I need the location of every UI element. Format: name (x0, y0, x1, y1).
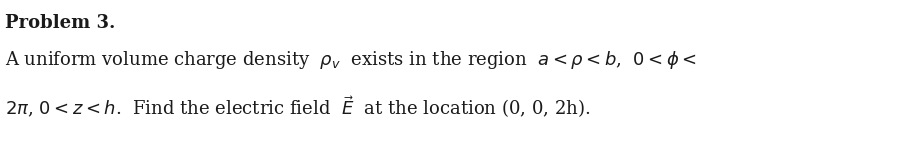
Text: $2\pi$, $0 < z < h$.  Find the electric field  $\vec{E}$  at the location (0, 0,: $2\pi$, $0 < z < h$. Find the electric f… (5, 94, 591, 120)
Text: Problem 3.: Problem 3. (5, 14, 115, 32)
Text: A uniform volume charge density  $\rho_v$  exists in the region  $a < \rho < b$,: A uniform volume charge density $\rho_v$… (5, 49, 697, 71)
